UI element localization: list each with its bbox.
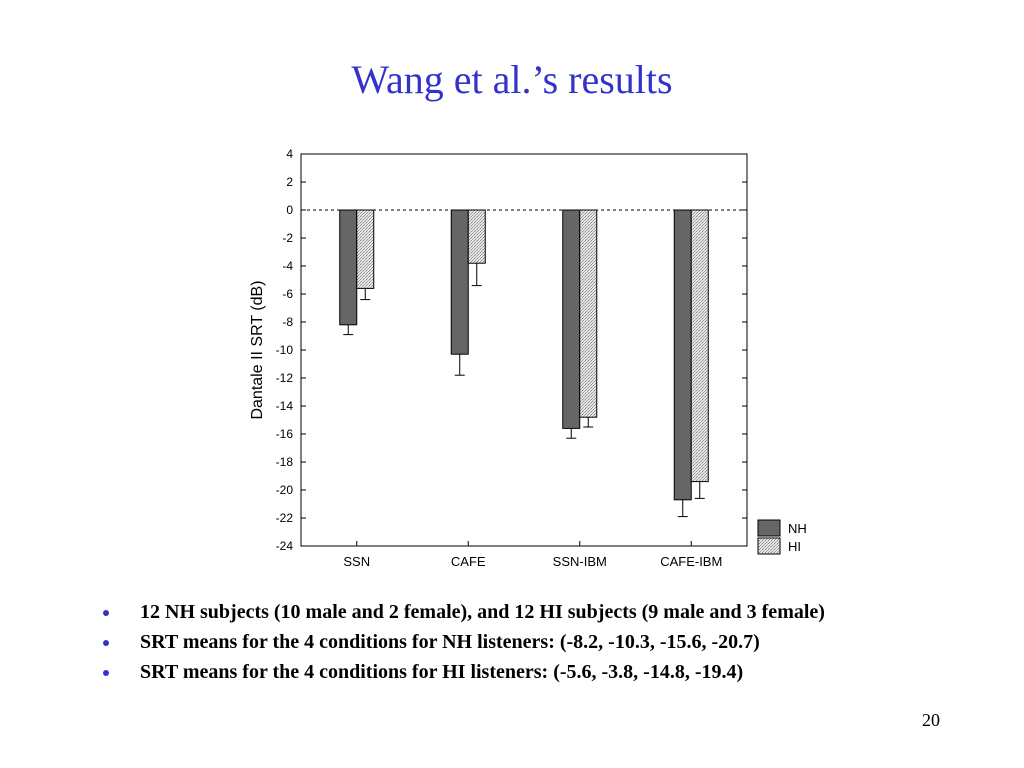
legend: NH HI [757,519,807,555]
bullet-list: 12 NH subjects (10 male and 2 female), a… [103,598,825,688]
legend-swatch-nh [757,519,781,537]
bullet-text: SRT means for the 4 conditions for NH li… [140,631,760,653]
legend-label-nh: NH [788,521,807,536]
y-tick-label: -6 [282,287,293,301]
bullet-text: SRT means for the 4 conditions for HI li… [140,661,744,683]
bullet-dot-icon [103,670,109,676]
y-tick-label: -12 [276,371,294,385]
x-tick-label: SSN [343,554,370,569]
y-tick-label: 2 [286,175,293,189]
y-axis-label: Dantale II SRT (dB) [249,280,266,419]
bullet-item: 12 NH subjects (10 male and 2 female), a… [103,598,825,628]
bar-hi [690,209,709,483]
y-tick-label: -10 [276,343,294,357]
bar-nh [450,209,469,355]
y-tick-label: -8 [282,315,293,329]
y-tick-label: 4 [286,147,293,161]
slide-title: Wang et al.’s results [351,57,673,102]
x-tick-label: CAFE [451,554,486,569]
y-tick-label: -4 [282,259,293,273]
bullet-item: SRT means for the 4 conditions for HI li… [103,658,825,688]
bar-hi [356,209,375,289]
y-tick-label: 0 [286,203,293,217]
bar-nh [562,209,581,429]
bullet-dot-icon [103,640,109,646]
bullet-text: 12 NH subjects (10 male and 2 female), a… [140,601,825,623]
bar-nh [673,209,692,501]
y-tick-label: -24 [276,539,294,553]
page-number: 20 [922,710,940,730]
legend-swatch-hi [757,537,781,555]
bullet-dot-icon [103,610,109,616]
y-tick-label: -2 [282,231,293,245]
y-tick-label: -18 [276,455,294,469]
y-tick-label: -14 [276,399,294,413]
bar-nh [339,209,358,326]
x-tick-label: SSN-IBM [553,554,607,569]
bullet-item: SRT means for the 4 conditions for NH li… [103,628,825,658]
y-tick-label: -16 [276,427,294,441]
y-tick-label: -22 [276,511,294,525]
y-tick-label: -20 [276,483,294,497]
bar-hi [579,209,598,418]
bar-hi [467,209,486,264]
legend-label-hi: HI [788,539,801,554]
x-tick-label: CAFE-IBM [660,554,722,569]
